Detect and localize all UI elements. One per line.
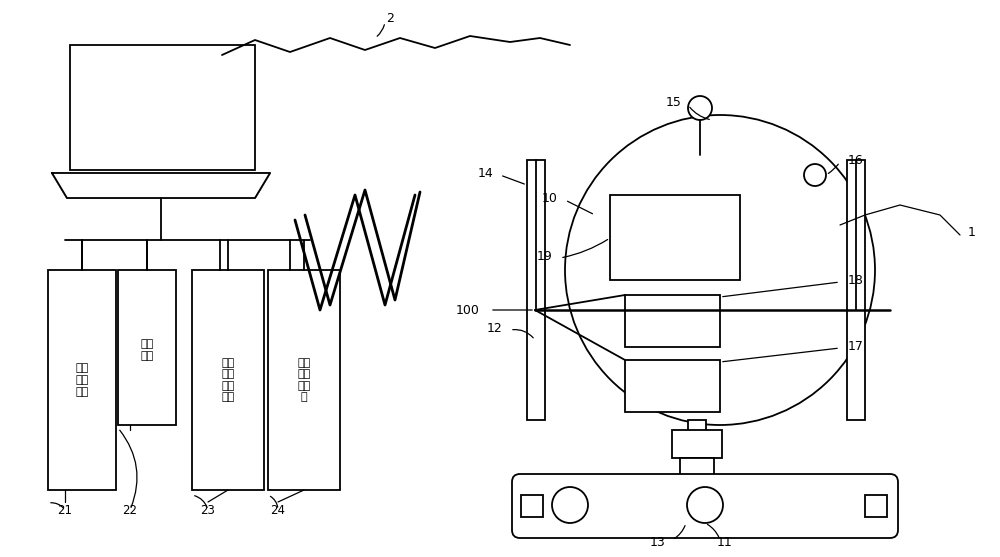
Text: 控制
单元: 控制 单元	[140, 339, 154, 361]
Text: 13: 13	[649, 536, 665, 550]
Text: 地形
数据
分析
单元: 地形 数据 分析 单元	[221, 358, 235, 402]
Text: 15: 15	[666, 95, 682, 109]
Bar	[610, 195, 740, 280]
Bar	[118, 270, 176, 425]
Bar	[268, 270, 340, 490]
Circle shape	[804, 164, 826, 186]
Bar	[847, 160, 865, 420]
Text: 16: 16	[848, 154, 864, 167]
Bar	[625, 360, 720, 412]
Bar	[527, 160, 545, 420]
Text: 19: 19	[536, 250, 552, 262]
Text: 21: 21	[58, 504, 73, 516]
Text: 23: 23	[201, 504, 215, 516]
Text: 1: 1	[968, 226, 976, 238]
Bar	[672, 430, 722, 458]
Text: 100: 100	[456, 304, 480, 316]
Bar	[70, 45, 255, 170]
Bar	[680, 458, 714, 480]
Bar	[865, 495, 887, 517]
Text: 地形
资料
数据
库: 地形 资料 数据 库	[297, 358, 311, 402]
Bar	[625, 295, 720, 347]
Text: 10: 10	[542, 192, 558, 204]
Text: 14: 14	[477, 167, 493, 179]
Text: 无线
通讯
单元: 无线 通讯 单元	[75, 363, 89, 397]
Text: 12: 12	[486, 321, 502, 335]
FancyBboxPatch shape	[512, 474, 898, 538]
Text: 2: 2	[386, 12, 394, 25]
Circle shape	[688, 96, 712, 120]
Circle shape	[552, 487, 588, 523]
Text: 24: 24	[271, 504, 286, 516]
Text: 11: 11	[717, 536, 733, 550]
Polygon shape	[52, 173, 270, 198]
Bar	[192, 270, 264, 490]
Text: 18: 18	[848, 273, 864, 286]
Bar	[521, 495, 543, 517]
Bar	[48, 270, 116, 490]
Text: 17: 17	[848, 340, 864, 353]
Circle shape	[565, 115, 875, 425]
Text: 22: 22	[123, 504, 138, 516]
Circle shape	[687, 487, 723, 523]
Bar	[688, 420, 706, 520]
